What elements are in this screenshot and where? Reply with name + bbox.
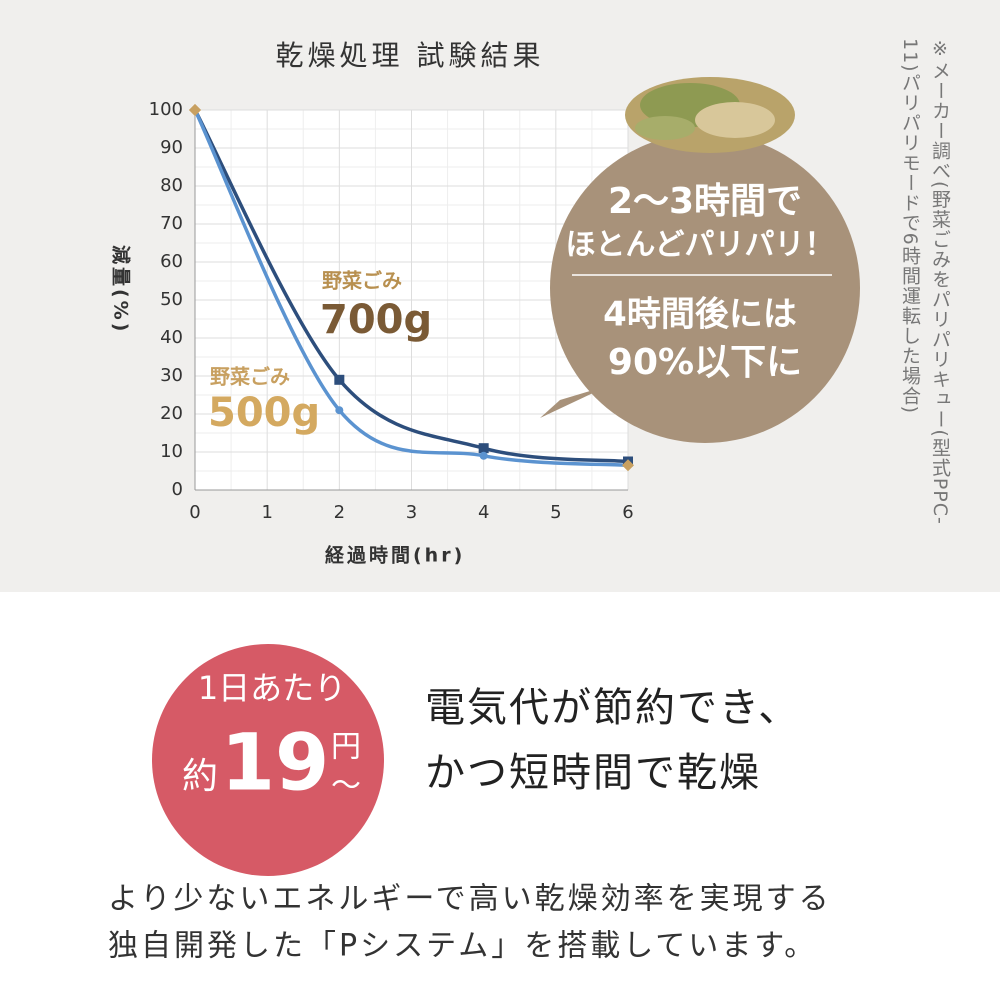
x-axis-label: 経過時間(hr) xyxy=(325,544,465,567)
y-tick-label: 70 xyxy=(160,213,183,234)
point-marker xyxy=(479,451,488,460)
point-marker xyxy=(622,459,634,472)
badge xyxy=(152,644,384,876)
series-label: 500g xyxy=(208,390,320,436)
series-line xyxy=(193,109,629,468)
y-tick-label: 100 xyxy=(149,99,183,120)
callout-text: ほとんどパリパリ！ xyxy=(565,228,834,263)
y-tick-label: 90 xyxy=(160,137,183,158)
badge-top: 1日あたり xyxy=(198,669,346,707)
x-tick-label: 2 xyxy=(334,502,345,523)
x-tick-label: 3 xyxy=(406,502,417,523)
point-marker xyxy=(478,443,489,454)
x-tick-label: 1 xyxy=(261,502,272,523)
y-tick-label: 20 xyxy=(160,403,183,424)
y-tick-label: 60 xyxy=(160,251,183,272)
point-marker xyxy=(334,374,345,385)
body-text: 独自開発した「Pシステム」を搭載しています。 xyxy=(108,929,817,964)
headline: 電気代が節約でき、 xyxy=(425,685,800,731)
x-tick-label: 6 xyxy=(622,502,633,523)
y-tick-label: 0 xyxy=(172,479,183,500)
series-caption: 野菜ごみ xyxy=(322,269,402,293)
callout-text: 90%以下に xyxy=(608,342,802,383)
body-text: より少ないエネルギーで高い乾燥効率を実現する xyxy=(108,882,832,917)
y-tick-label: 40 xyxy=(160,327,183,348)
y-tick-label: 30 xyxy=(160,365,183,386)
badge-unit: 円 xyxy=(331,730,361,765)
y-axis-label: 減量(%) xyxy=(110,245,133,334)
lines xyxy=(189,104,634,472)
series-caption: 野菜ごみ xyxy=(210,365,290,389)
callout-text: 4時間後には xyxy=(603,295,797,335)
series-line xyxy=(193,109,629,464)
x-tick-label: 0 xyxy=(189,502,200,523)
x-tick-label: 5 xyxy=(550,502,561,523)
callout-text: 2〜3時間で xyxy=(608,181,802,222)
y-tick-label: 80 xyxy=(160,175,183,196)
badge-suffix: 〜 xyxy=(331,769,361,804)
callout-bubble xyxy=(550,133,860,443)
y-tick-label: 10 xyxy=(160,441,183,462)
series-label: 700g xyxy=(320,297,432,343)
food-image xyxy=(625,77,795,153)
chart-title: 乾燥処理 試験結果 xyxy=(276,39,545,72)
badge-prefix: 約 xyxy=(182,756,218,797)
headline: かつ短時間で乾燥 xyxy=(425,750,761,796)
note: ※メーカー調べ(野菜ごみをパリパリキュー(型式PPC-11)パリパリモードで6時… xyxy=(899,38,951,525)
x-tick-label: 4 xyxy=(478,502,489,523)
badge-amount: 19 xyxy=(221,718,330,808)
y-tick-label: 50 xyxy=(160,289,183,310)
point-marker xyxy=(335,406,344,415)
point-marker xyxy=(189,104,201,116)
